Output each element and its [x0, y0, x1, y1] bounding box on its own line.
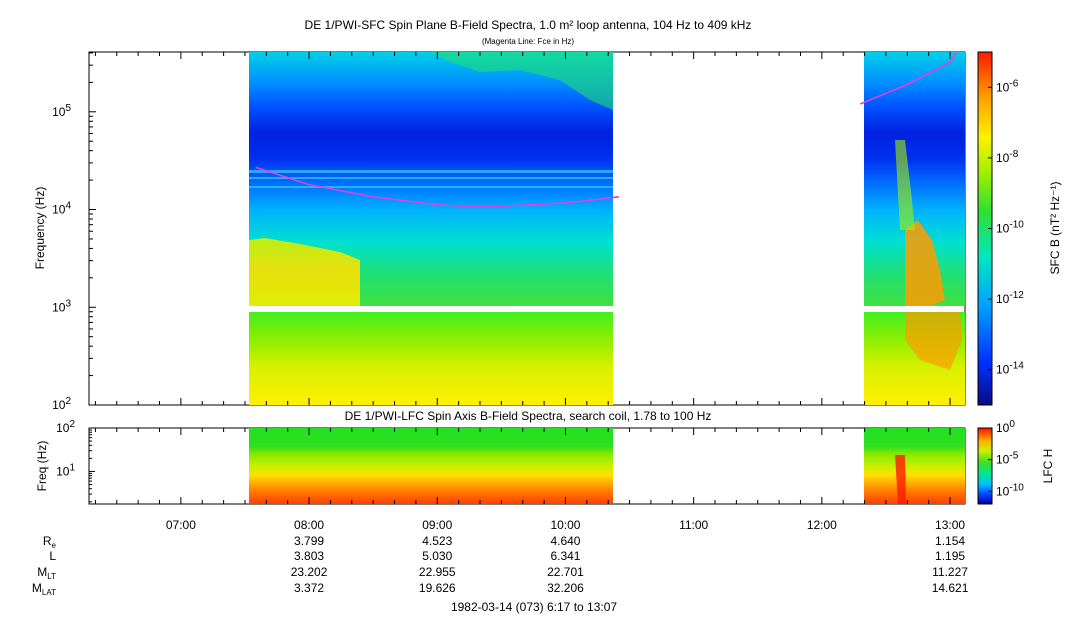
sfc-colorbar: 10-6 10-8 10-10 10-12 10-14 SFC B (nT² Hz⁻¹)	[977, 51, 1062, 406]
lfc-burst	[895, 455, 906, 504]
lfc-colorbar: 100 10-5 10-10 LFC H	[977, 419, 1055, 505]
sfc-subtitle: (Magenta Line: Fce in Hz)	[482, 37, 574, 46]
sfc-top-patch	[430, 52, 613, 110]
ephemeris-value: 3.803	[294, 549, 324, 563]
colorbar-tick-label: 10-5	[996, 451, 1019, 467]
lfc-y-axis: 101 102	[56, 419, 95, 503]
colorbar-tick-label: 10-10	[996, 482, 1024, 498]
lfc-colorbar-label: LFC H	[1041, 449, 1055, 484]
ephemeris-value: 14.621	[932, 581, 969, 595]
fce-line	[255, 166, 619, 208]
colorbar-tick-label: 10-8	[996, 149, 1019, 165]
y-tick-label: 102	[56, 419, 75, 435]
sfc-y-axis: 102 103 104 105	[52, 52, 96, 412]
sfc-auroral-emission	[905, 220, 945, 306]
colorbar-tick-label: 10-6	[996, 78, 1019, 94]
y-tick-label: 105	[52, 103, 71, 119]
y-tick-label: 103	[52, 298, 71, 314]
ephemeris-value: 22.701	[547, 565, 584, 579]
ephemeris-value: 3.372	[294, 581, 324, 595]
sfc-hiss-region	[249, 238, 360, 306]
ephemeris-value: 4.523	[422, 534, 452, 548]
sfc-panel: 102 103 104 105 Frequency (Hz)	[33, 51, 966, 412]
x-tick-label: 08:00	[294, 518, 324, 532]
x-tick-label: 11:00	[679, 518, 708, 532]
x-tick-label: 09:00	[422, 518, 452, 532]
fce-line	[859, 51, 958, 105]
x-tick-label: 07:00	[166, 518, 196, 532]
ephemeris-row-label: L	[49, 549, 56, 563]
sfc-emission-band	[249, 170, 613, 173]
sfc-emission-band	[249, 177, 613, 179]
colorbar-tick-label: 100	[996, 419, 1015, 435]
sfc-spectrogram	[249, 52, 965, 405]
x-tick-label: 13:00	[935, 518, 965, 532]
y-tick-label: 102	[52, 396, 71, 412]
ephemeris-value: 11.227	[932, 565, 968, 579]
time-axis: 07:00 08:00 09:00 10:00 11:00 12:00 13:00	[94, 52, 965, 532]
ephemeris-value: 22.955	[419, 565, 456, 579]
x-tick-label: 10:00	[550, 518, 580, 532]
lfc-panel: 101 102 Freq (Hz)	[35, 419, 966, 505]
ephemeris-value: 1.154	[935, 534, 965, 548]
colorbar-tick-label: 10-10	[996, 220, 1024, 236]
sfc-y-axis-label: Frequency (Hz)	[33, 187, 47, 270]
ephemeris-table: Re 3.799 4.523 4.640 1.154 L 3.803 5.030 6.341 1.…	[32, 534, 969, 597]
y-tick-label: 101	[56, 462, 75, 478]
ephemeris-value: 23.202	[291, 565, 328, 579]
ephemeris-value: 32.206	[547, 581, 584, 595]
colorbar-tick-label: 10-12	[996, 290, 1024, 306]
lfc-y-axis-label: Freq (Hz)	[35, 441, 49, 492]
sfc-title: DE 1/PWI-SFC Spin Plane B-Field Spectra,…	[305, 18, 752, 32]
lfc-segment-2	[864, 428, 965, 504]
ephemeris-value: 4.640	[550, 534, 580, 548]
sfc-auroral-emission-low	[905, 312, 962, 370]
ephemeris-value: 6.341	[550, 549, 580, 563]
x-tick-label: 12:00	[807, 518, 837, 532]
y-tick-label: 104	[52, 201, 71, 217]
ephemeris-row-label: MLAT	[32, 581, 56, 597]
sfc-colorbar-label: SFC B (nT² Hz⁻¹)	[1048, 182, 1062, 275]
sfc-auroral-emission-upper	[895, 140, 915, 230]
ephemeris-row-label: MLT	[37, 565, 56, 581]
sfc-emission-band	[249, 186, 613, 188]
sfc-segment-1-low	[249, 312, 613, 405]
ephemeris-value: 5.030	[422, 549, 452, 563]
lfc-segment-1	[249, 428, 613, 504]
footer-date-range: 1982-03-14 (073) 6:17 to 13:07	[451, 600, 617, 614]
ephemeris-row-label: Re	[43, 534, 57, 550]
ephemeris-value: 1.195	[935, 549, 965, 563]
ephemeris-value: 19.626	[419, 581, 456, 595]
colorbar-tick-label: 10-14	[996, 361, 1024, 377]
ephemeris-value: 3.799	[294, 534, 324, 548]
lfc-title: DE 1/PWI-LFC Spin Axis B-Field Spectra, …	[345, 409, 712, 423]
